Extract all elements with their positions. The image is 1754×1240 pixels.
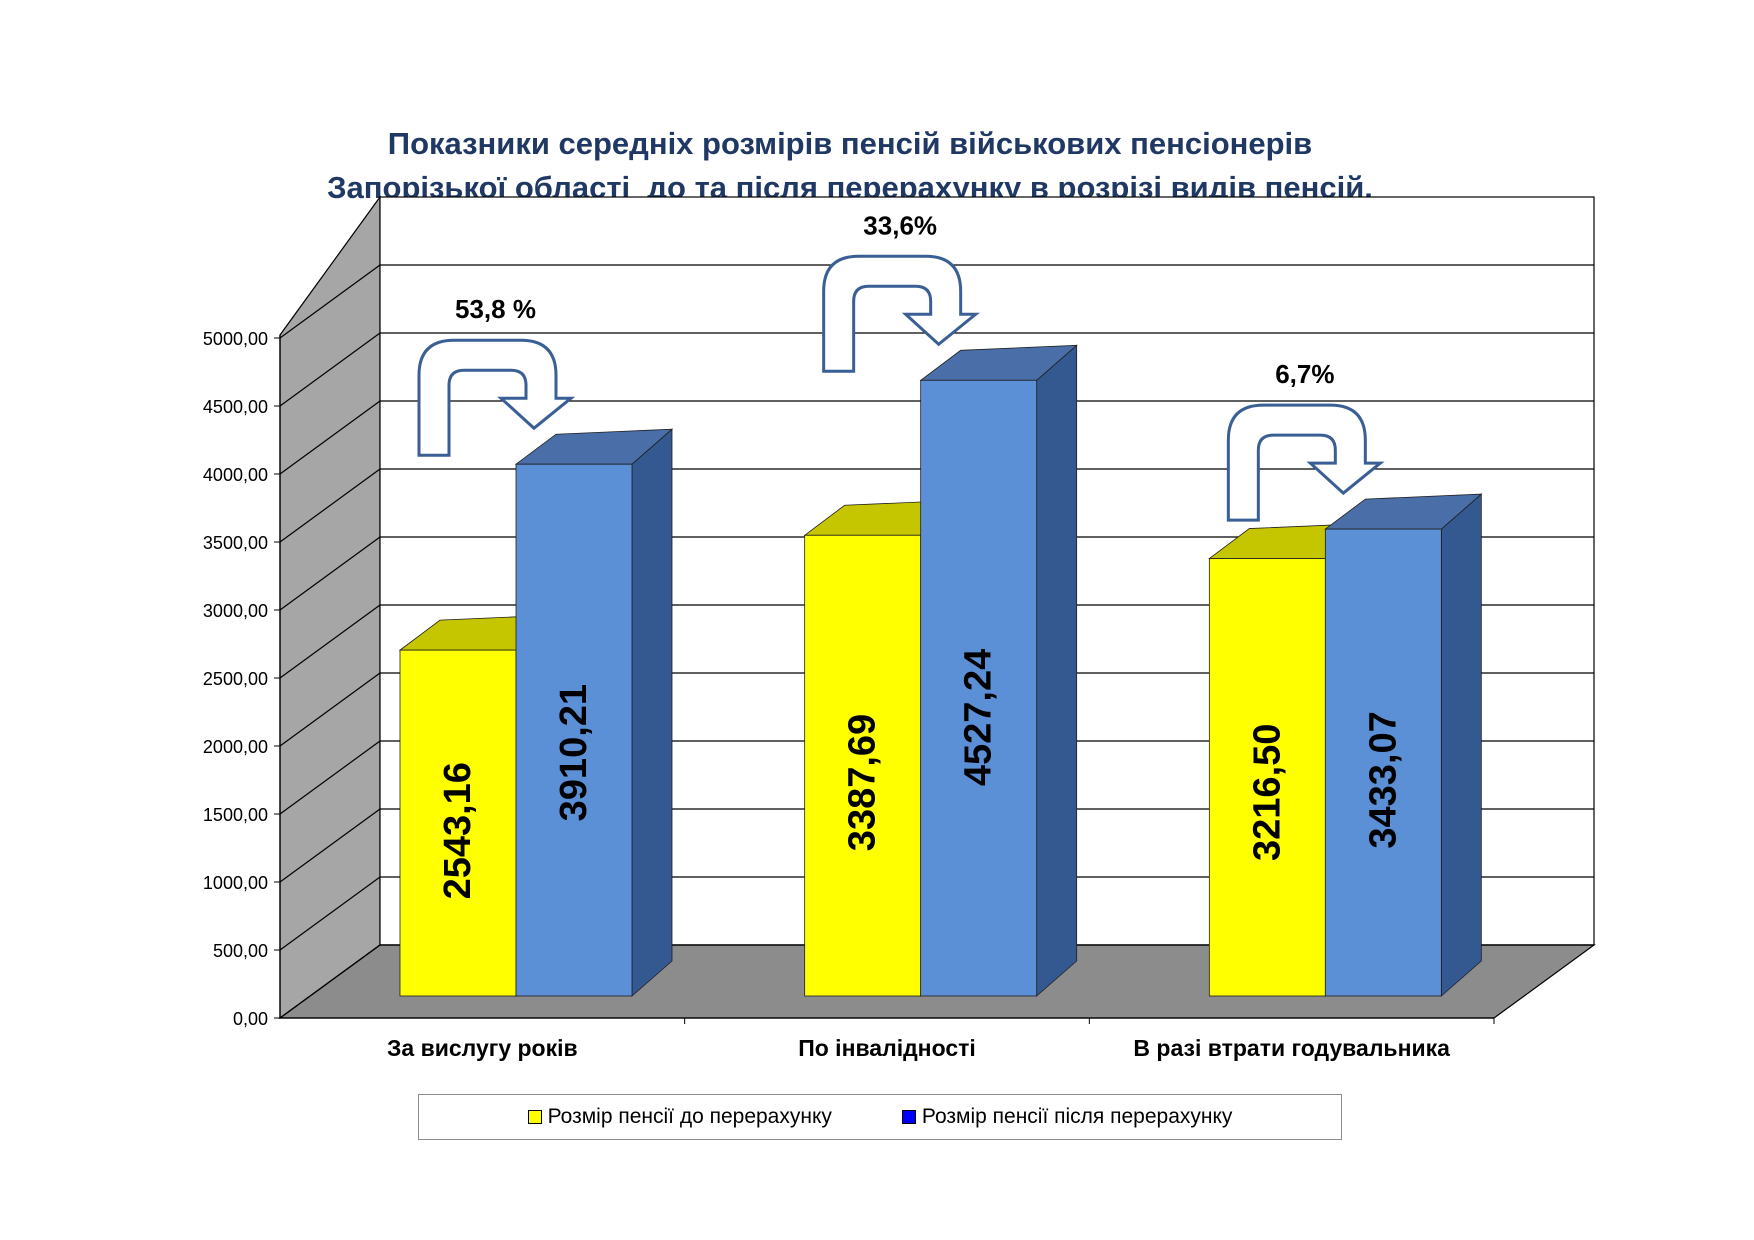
y-tick-label: 3000,00 xyxy=(203,601,268,621)
x-tick-label: По інвалідності xyxy=(798,1035,976,1061)
gridline-side xyxy=(279,332,381,407)
gridline-side xyxy=(279,808,381,883)
y-tick-label: 2000,00 xyxy=(203,737,268,757)
gridline-side xyxy=(279,536,381,611)
data-label: 2543,16 xyxy=(437,762,479,899)
y-tick-label: 1000,00 xyxy=(203,873,268,893)
legend-item-before: Розмір пенсії до перерахунку xyxy=(527,1105,832,1129)
legend-label-after: Розмір пенсії після перерахунку xyxy=(921,1105,1233,1128)
gridline-side xyxy=(279,604,381,679)
bar xyxy=(804,534,922,997)
bar xyxy=(1324,528,1442,997)
arrow-shape xyxy=(417,338,576,457)
legend-label-before: Розмір пенсії до перерахунку xyxy=(547,1105,832,1128)
bar-side xyxy=(1036,344,1078,997)
x-tick-label: В разі втрати годувальника xyxy=(1133,1035,1450,1061)
data-label: 3216,50 xyxy=(1246,724,1288,861)
legend-swatch-before xyxy=(527,1110,542,1124)
bar xyxy=(515,463,633,997)
gridline-side xyxy=(279,740,381,815)
gridline-side xyxy=(279,944,381,1019)
legend-swatch-after xyxy=(901,1110,916,1124)
bar-side xyxy=(631,428,673,997)
data-label: 3387,69 xyxy=(842,714,884,851)
x-tick-label: За вислугу років xyxy=(387,1035,578,1061)
y-tick-label: 5000,00 xyxy=(203,329,268,349)
bar xyxy=(399,649,517,997)
y-tick-label: 0,00 xyxy=(233,1009,268,1029)
y-tick-label: 500,00 xyxy=(213,941,268,961)
y-tick-label: 3500,00 xyxy=(203,533,268,553)
bar-side xyxy=(1440,493,1482,997)
y-tick-label: 1500,00 xyxy=(203,805,268,825)
y-tick-label: 4500,00 xyxy=(203,397,268,417)
gridline-side xyxy=(279,400,381,475)
percent-annotation: 53,8 % xyxy=(455,294,536,324)
increase-arrow xyxy=(417,338,576,457)
increase-arrow xyxy=(822,254,980,373)
gridline-side xyxy=(279,672,381,747)
gridline-side xyxy=(279,264,381,339)
bar xyxy=(920,379,1038,997)
side-wall xyxy=(279,195,381,1020)
arrow-shape xyxy=(822,254,980,373)
data-label: 4527,24 xyxy=(958,649,1000,786)
data-label: 3910,21 xyxy=(553,684,595,821)
arrow-shape xyxy=(1226,403,1385,522)
legend-item-after: Розмір пенсії після перерахунку xyxy=(901,1105,1233,1129)
gridline-side xyxy=(279,468,381,543)
legend: Розмір пенсії до перерахунку Розмір пенс… xyxy=(418,1094,1342,1140)
gridline-side xyxy=(279,876,381,951)
chart-title-line-1: Показники середніх розмірів пенсій війсь… xyxy=(387,126,1313,161)
bar xyxy=(1208,558,1326,997)
increase-arrow xyxy=(1226,403,1385,522)
data-label: 3433,07 xyxy=(1362,711,1404,848)
percent-annotation: 6,7% xyxy=(1275,359,1334,389)
percent-annotation: 33,6% xyxy=(863,210,937,240)
y-tick-label: 2500,00 xyxy=(203,669,268,689)
y-tick-label: 4000,00 xyxy=(203,465,268,485)
